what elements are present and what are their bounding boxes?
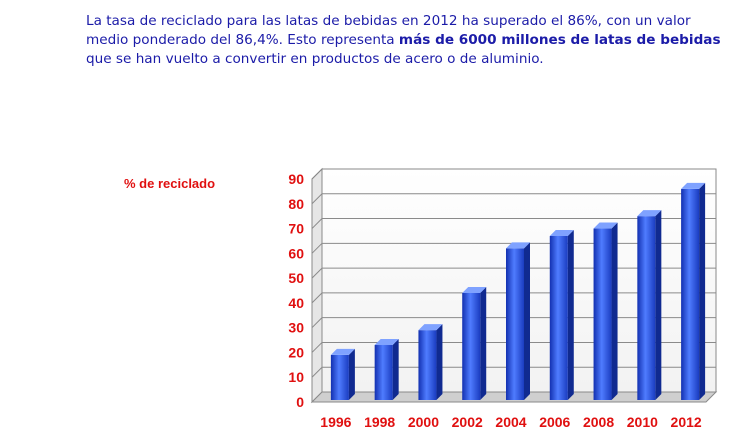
bar-front xyxy=(593,228,612,400)
bar-front xyxy=(330,354,349,400)
bar-side xyxy=(436,324,443,400)
x-tick-label: 2010 xyxy=(627,414,658,430)
bar-side xyxy=(480,286,487,400)
y-tick-label: 10 xyxy=(288,369,304,385)
bar-side xyxy=(611,222,618,400)
y-tick-label: 50 xyxy=(288,270,304,286)
y-tick-labels: 0 10 20 30 40 50 60 70 80 90 xyxy=(288,171,304,410)
bar-2006 xyxy=(549,229,574,400)
gridline xyxy=(311,267,716,279)
bars xyxy=(330,182,706,400)
x-tick-label: 2004 xyxy=(495,414,526,430)
gridline xyxy=(311,366,716,378)
x-tick-label: 2006 xyxy=(539,414,570,430)
gridline xyxy=(311,341,716,353)
bar-side xyxy=(348,348,355,400)
y-tick-label: 80 xyxy=(288,196,304,212)
gridlines xyxy=(311,168,716,378)
gridline xyxy=(311,317,716,329)
bar-1996 xyxy=(330,348,355,400)
bar-front xyxy=(549,235,568,400)
gridline xyxy=(311,292,716,304)
bar-top xyxy=(549,229,574,236)
y-tick-label: 0 xyxy=(296,394,304,410)
bar-top xyxy=(593,222,618,229)
bar-front xyxy=(506,248,524,400)
bar-front xyxy=(681,188,700,400)
gridline xyxy=(311,242,716,254)
bar-side xyxy=(655,210,662,400)
bar-2002 xyxy=(462,286,487,400)
x-tick-label: 2002 xyxy=(452,414,483,430)
intro-paragraph: La tasa de reciclado para las latas de b… xyxy=(86,12,726,69)
bar-2008 xyxy=(593,222,618,400)
bar-front xyxy=(418,330,437,400)
y-tick-label: 20 xyxy=(288,344,304,360)
y-tick-label: 40 xyxy=(288,295,304,311)
intro-text-bold: más de 6000 millones de latas de bebidas xyxy=(398,32,721,48)
bar-2000 xyxy=(418,324,443,400)
x-tick-label: 1998 xyxy=(364,414,395,430)
bar-top xyxy=(637,210,662,217)
bar-top xyxy=(418,324,443,331)
bar-2004 xyxy=(506,242,530,400)
bar-2010 xyxy=(637,210,662,400)
bar-1998 xyxy=(374,339,399,400)
x-tick-label: 2012 xyxy=(671,414,702,430)
intro-text-1: La tasa de reciclado para las latas de b… xyxy=(86,13,691,48)
y-tick-label: 60 xyxy=(288,245,304,261)
y-tick-label: 30 xyxy=(288,320,304,336)
bar-side xyxy=(567,229,574,400)
bar-top xyxy=(374,339,399,346)
y-axis-label: % de reciclado xyxy=(124,176,216,191)
bar-side xyxy=(524,242,530,400)
gridline xyxy=(311,168,716,180)
side-wall xyxy=(311,167,323,404)
x-tick-labels: 1996 1998 2000 2002 2004 2006 2008 2010 2012 xyxy=(320,414,702,430)
y-tick-label: 70 xyxy=(288,221,304,237)
x-tick-label: 2008 xyxy=(583,414,614,430)
x-tick-label: 1996 xyxy=(320,414,351,430)
x-tick-label: 2000 xyxy=(408,414,439,430)
bar-front xyxy=(374,345,393,400)
bar-front xyxy=(462,292,481,400)
bar-front xyxy=(637,216,656,400)
bar-2012 xyxy=(681,182,706,400)
bar-top xyxy=(330,348,355,355)
bar-top xyxy=(462,286,487,293)
gridline xyxy=(311,193,716,205)
bar-top xyxy=(681,182,706,189)
bar-side xyxy=(392,339,399,400)
intro-text-2: que se han vuelto a convertir en product… xyxy=(86,51,544,67)
bar-side xyxy=(699,182,706,400)
bar-top xyxy=(506,242,530,249)
gridline xyxy=(311,218,716,229)
y-tick-label: 90 xyxy=(288,171,304,187)
